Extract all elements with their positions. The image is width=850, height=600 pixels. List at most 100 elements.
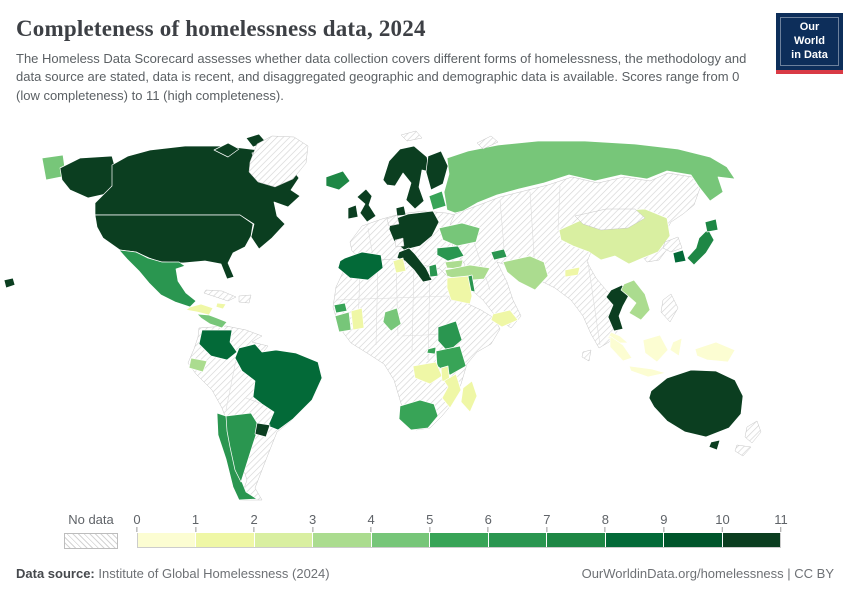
map-region-new-zealand[interactable] xyxy=(744,420,762,444)
map-region-finland[interactable] xyxy=(425,150,449,191)
chart-footer: Data source: Institute of Global Homeles… xyxy=(0,566,850,581)
legend-colorbar-group: 0 1 2 3 4 5 6 7 8 9 10 11 xyxy=(133,512,788,548)
map-region-sri-lanka[interactable] xyxy=(581,349,592,362)
map-region-novaya-zemlya[interactable] xyxy=(476,135,499,150)
map-region-vietnam-laos[interactable] xyxy=(620,279,651,321)
legend-segment[interactable] xyxy=(488,533,548,547)
legend-tick-label: 0 xyxy=(133,512,141,532)
legend-tick-label: 4 xyxy=(368,512,375,532)
map-region-hawaii[interactable] xyxy=(3,277,16,289)
map-region-iceland[interactable] xyxy=(325,170,351,191)
map-region-yemen[interactable] xyxy=(490,309,519,328)
map-region-borneo[interactable] xyxy=(642,334,669,363)
legend-segment[interactable] xyxy=(371,533,431,547)
legend-colorbar[interactable] xyxy=(137,533,781,548)
map-region-iran[interactable] xyxy=(502,255,549,291)
map-region-baltics[interactable] xyxy=(428,190,447,211)
map-region-senegal[interactable] xyxy=(333,302,348,314)
map-region-south-africa[interactable] xyxy=(398,399,439,431)
legend-no-data-swatch[interactable] xyxy=(64,533,118,549)
map-region-ivory-coast[interactable] xyxy=(334,311,352,333)
map-region-switzerland[interactable] xyxy=(394,237,405,248)
legend-no-data-label: No data xyxy=(68,512,114,527)
map-region-denmark[interactable] xyxy=(395,205,407,217)
map-region-brazil[interactable] xyxy=(234,343,323,431)
map-region-zambia[interactable] xyxy=(412,361,443,385)
map-region-spain[interactable] xyxy=(337,251,384,281)
map-region-egypt[interactable] xyxy=(446,275,473,305)
legend-segment[interactable] xyxy=(430,533,489,547)
map-region-russia[interactable] xyxy=(443,140,736,214)
chart-header: Completeness of homelessness data, 2024 … xyxy=(0,0,850,106)
map-region-new-guinea[interactable] xyxy=(694,341,736,363)
map-region-north-korea[interactable] xyxy=(662,236,683,253)
legend-segment[interactable] xyxy=(313,533,372,547)
legend-segment[interactable] xyxy=(196,533,255,547)
map-region-greenland[interactable] xyxy=(248,135,309,188)
map-region-south-korea[interactable] xyxy=(672,249,687,264)
map-region-central-america[interactable] xyxy=(196,313,228,329)
map-region-sumatra[interactable] xyxy=(609,335,633,362)
map-region-madagascar[interactable] xyxy=(460,380,478,413)
legend-segment[interactable] xyxy=(547,533,606,547)
legend-tick-label: 3 xyxy=(309,512,316,532)
legend-tick-label: 7 xyxy=(543,512,550,532)
map-region-rwanda[interactable] xyxy=(426,346,437,355)
owid-logo[interactable]: Our World in Data xyxy=(776,13,843,75)
legend-tick-label: 1 xyxy=(192,512,199,532)
data-source-note: Data source: Institute of Global Homeles… xyxy=(16,566,330,581)
owid-logo-text: Our World in Data xyxy=(780,17,839,67)
map-region-hispaniola[interactable] xyxy=(238,294,252,304)
world-choropleth-map[interactable] xyxy=(0,125,850,505)
map-region-ecuador[interactable] xyxy=(188,357,208,373)
map-region-nepal[interactable] xyxy=(564,266,581,278)
legend-segment[interactable] xyxy=(254,533,314,547)
legend-ticks: 0 1 2 3 4 5 6 7 8 9 10 11 xyxy=(133,512,788,533)
legend-segment[interactable] xyxy=(722,533,780,547)
chart-subtitle: The Homeless Data Scorecard assesses whe… xyxy=(16,50,747,104)
map-region-mongolia[interactable] xyxy=(574,208,646,231)
owid-cc-link[interactable]: OurWorldinData.org/homelessness | CC BY xyxy=(581,566,834,581)
map-region-caucasus[interactable] xyxy=(490,248,508,261)
legend-segment[interactable] xyxy=(664,533,723,547)
page-title: Completeness of homelessness data, 2024 xyxy=(16,16,426,41)
legend-segment[interactable] xyxy=(138,533,197,547)
map-region-japan-hokkaido[interactable] xyxy=(704,218,719,233)
map-region-cameroon[interactable] xyxy=(382,307,402,332)
map-region-uruguay[interactable] xyxy=(254,422,271,438)
map-region-philippines[interactable] xyxy=(660,293,679,323)
map-region-albania[interactable] xyxy=(428,263,439,278)
map-region-kenya[interactable] xyxy=(437,320,463,353)
legend-no-data[interactable]: No data xyxy=(64,512,118,549)
map-region-java[interactable] xyxy=(628,365,667,378)
map-region-tunisia[interactable] xyxy=(392,257,407,274)
map-region-new-zealand-south[interactable] xyxy=(734,444,752,457)
legend-tick-label: 2 xyxy=(250,512,258,532)
legend-segment[interactable] xyxy=(605,533,665,547)
map-region-ukraine[interactable] xyxy=(438,222,481,247)
map-region-norway-sweden[interactable] xyxy=(382,145,431,210)
map-region-romania[interactable] xyxy=(436,245,465,262)
map-region-tasmania[interactable] xyxy=(708,439,721,451)
legend-tick-label: 8 xyxy=(602,512,609,532)
map-region-cuba[interactable] xyxy=(203,289,237,302)
map-region-mozambique[interactable] xyxy=(441,373,462,409)
data-source-label: Data source: xyxy=(16,566,95,581)
map-region-canada-islands[interactable] xyxy=(213,142,240,158)
map-region-svalbard[interactable] xyxy=(400,130,423,142)
map-region-colombia[interactable] xyxy=(198,329,238,361)
map-region-ireland[interactable] xyxy=(347,204,359,220)
map-region-jamaica[interactable] xyxy=(215,302,227,310)
legend-tick-label: 11 xyxy=(774,512,788,532)
map-region-australia[interactable] xyxy=(648,369,744,438)
map-region-mexico[interactable] xyxy=(118,249,197,308)
legend-tick-label: 6 xyxy=(485,512,492,532)
map-region-japan[interactable] xyxy=(686,228,715,266)
map-region-ghana[interactable] xyxy=(350,307,365,331)
map-region-benelux[interactable] xyxy=(386,214,400,227)
data-source-value: Institute of Global Homelessness (2024) xyxy=(94,566,330,581)
map-region-uk[interactable] xyxy=(356,188,377,223)
map-legend: No data 0 1 2 3 4 5 6 7 8 9 10 11 xyxy=(0,512,850,558)
map-region-argentina[interactable] xyxy=(225,412,260,483)
map-region-sulawesi[interactable] xyxy=(669,337,683,357)
